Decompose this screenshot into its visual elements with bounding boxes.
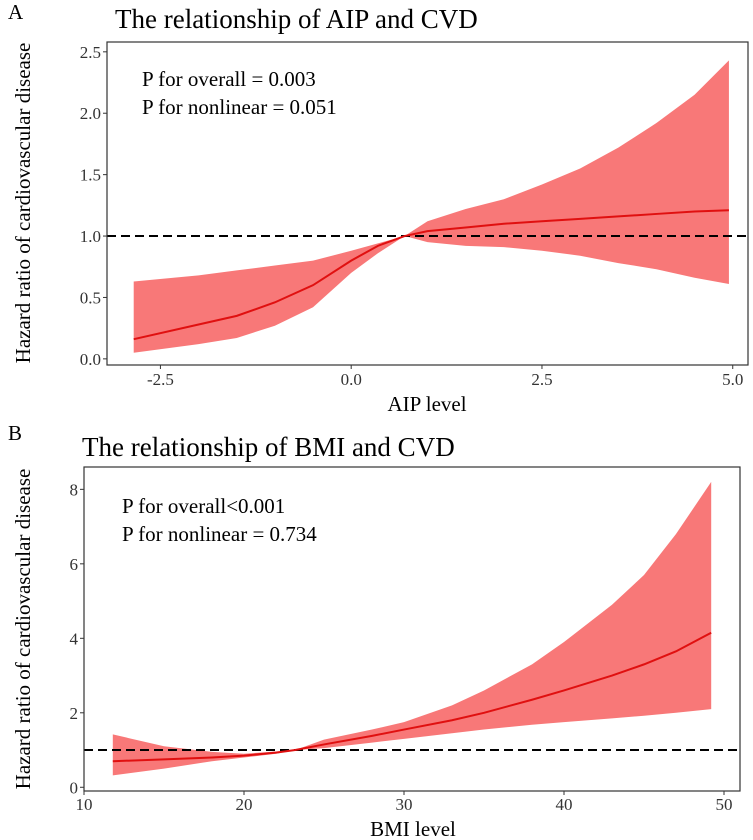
y-tick-label: 0.5	[80, 288, 101, 307]
y-tick-label: 4	[70, 629, 79, 648]
y-tick-label: 0	[70, 778, 79, 797]
y-tick-label: 1.5	[80, 166, 101, 185]
x-tick-label: 10	[76, 795, 93, 814]
hazard-ratio-line	[112, 631, 712, 763]
x-axis-label: AIP level	[387, 392, 466, 416]
x-tick-label: 2.5	[531, 370, 552, 389]
x-tick-label: 20	[236, 795, 253, 814]
x-tick-label: 50	[716, 795, 733, 814]
plot-frame	[106, 41, 749, 366]
y-axis-label: Hazard ratio of cardiovascular disease	[11, 43, 35, 364]
y-tick-label: 2.5	[80, 43, 101, 62]
y-tick-label: 8	[70, 480, 79, 499]
p-value-annotation: P for overall<0.001	[122, 494, 285, 518]
x-tick-label: 5.0	[722, 370, 743, 389]
chart-title: The relationship of AIP and CVD	[115, 4, 478, 34]
panel-label: B	[8, 421, 22, 445]
y-axis-label: Hazard ratio of cardiovascular disease	[11, 469, 35, 790]
hazard-ratio-line	[133, 209, 729, 341]
y-tick-label: 0.0	[80, 350, 101, 369]
p-value-annotation: P for nonlinear = 0.734	[122, 522, 317, 546]
confidence-band	[133, 60, 729, 353]
x-axis-label: BMI level	[370, 817, 456, 840]
confidence-band	[112, 481, 712, 776]
y-tick-label: 2.0	[80, 104, 101, 123]
x-tick-label: 30	[396, 795, 413, 814]
plot-frame	[83, 466, 741, 792]
chart-title: The relationship of BMI and CVD	[82, 432, 455, 462]
p-value-annotation: P for overall = 0.003	[142, 67, 316, 91]
y-tick-label: 6	[70, 555, 79, 574]
x-tick-label: -2.5	[147, 370, 174, 389]
y-tick-label: 1.0	[80, 227, 101, 246]
x-tick-label: 40	[556, 795, 573, 814]
chart-panel-a: A The relationship of AIP and CVD -2.5 0.0 2…	[8, 0, 749, 416]
p-value-annotation: P for nonlinear = 0.051	[142, 95, 337, 119]
y-tick-label: 2	[70, 704, 79, 723]
x-tick-label: 0.0	[341, 370, 362, 389]
panel-label: A	[8, 0, 24, 24]
